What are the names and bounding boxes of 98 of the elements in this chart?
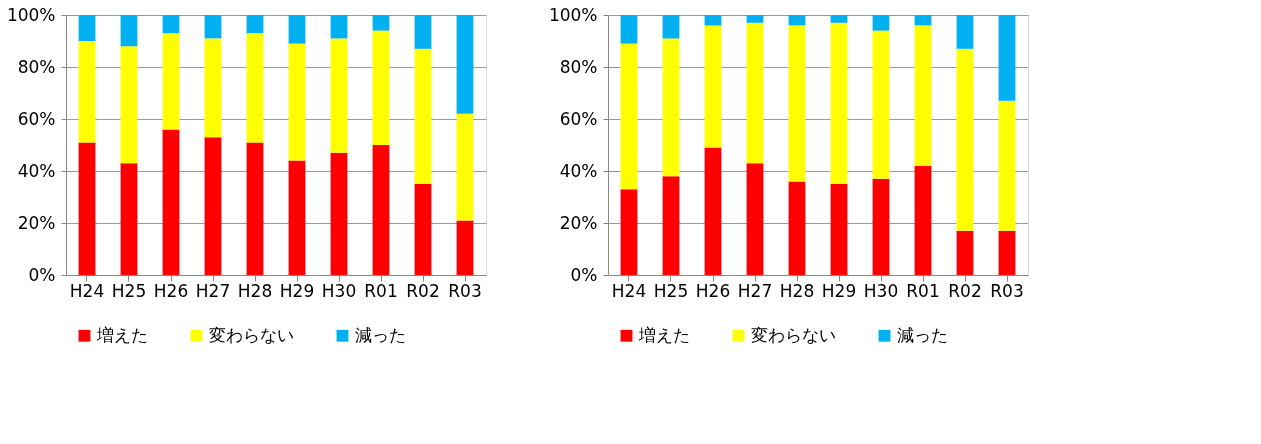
- x-tick-label: H28: [237, 280, 273, 301]
- y-tick-label: 20%: [17, 212, 56, 233]
- bar: [330, 152, 348, 275]
- bar: [704, 15, 722, 26]
- x-tick-label: H27: [195, 280, 231, 301]
- y-tick-label: 40%: [559, 160, 598, 181]
- bar: [830, 22, 848, 184]
- bar: [456, 220, 474, 275]
- x-tick-label: H25: [111, 280, 147, 301]
- bar: [414, 48, 432, 184]
- legend-label: 増えた: [638, 324, 690, 345]
- bar: [456, 113, 474, 221]
- bar: [620, 15, 638, 44]
- bar: [914, 165, 932, 275]
- bar: [78, 142, 96, 275]
- y-tick-label: 60%: [559, 108, 598, 129]
- x-tick-label: H30: [863, 280, 899, 301]
- x-tick-label: R02: [406, 280, 440, 301]
- bar: [162, 15, 180, 34]
- bar: [204, 15, 222, 39]
- bar: [330, 38, 348, 153]
- y-tick-label: 100%: [548, 4, 598, 25]
- x-tick-label: R03: [448, 280, 482, 301]
- x-tick-label: H24: [69, 280, 105, 301]
- bar: [830, 15, 848, 23]
- bar: [788, 181, 806, 275]
- bar: [162, 33, 180, 130]
- bar: [246, 15, 264, 34]
- x-tick-label: R02: [948, 280, 982, 301]
- x-tick-label: R01: [364, 280, 398, 301]
- y-tick-label: 60%: [17, 108, 56, 129]
- x-tick-label: H25: [653, 280, 689, 301]
- bar: [246, 142, 264, 275]
- bar: [830, 184, 848, 275]
- x-tick-label: H29: [821, 280, 857, 301]
- bar: [620, 189, 638, 275]
- legend-label: 減った: [897, 324, 948, 345]
- bar: [330, 15, 348, 39]
- bar: [162, 129, 180, 275]
- bar: [746, 163, 764, 275]
- y-tick-label: 80%: [559, 56, 598, 77]
- x-tick-label: H29: [279, 280, 315, 301]
- bar: [746, 15, 764, 23]
- y-tick-label: 40%: [17, 160, 56, 181]
- bar: [746, 22, 764, 164]
- x-tick-label: H24: [611, 280, 647, 301]
- bar: [372, 15, 390, 31]
- x-tick-label: H30: [321, 280, 357, 301]
- legend-label: 減った: [355, 324, 406, 345]
- bar: [372, 145, 390, 275]
- bar: [704, 25, 722, 148]
- legend-label: 増えた: [96, 324, 148, 345]
- bar: [120, 163, 138, 275]
- bar: [120, 46, 138, 164]
- x-tick-label: H27: [737, 280, 773, 301]
- bar: [246, 33, 264, 143]
- bar: [288, 15, 306, 44]
- legend-label: 変わらない: [209, 324, 294, 345]
- bar: [788, 15, 806, 26]
- bar: [662, 176, 680, 275]
- bar: [914, 15, 932, 26]
- x-tick-label: H28: [779, 280, 815, 301]
- y-tick-label: 0%: [28, 264, 56, 285]
- bar: [872, 15, 890, 31]
- bar: [288, 43, 306, 161]
- x-tick-label: H26: [153, 280, 189, 301]
- x-tick-label: H26: [695, 280, 731, 301]
- bar: [998, 230, 1016, 275]
- bar: [956, 48, 974, 231]
- bar: [78, 41, 96, 143]
- bar: [456, 15, 474, 114]
- bar: [288, 160, 306, 275]
- bar: [414, 184, 432, 275]
- bar: [414, 15, 432, 49]
- bar: [204, 38, 222, 138]
- bar: [662, 15, 680, 39]
- y-tick-label: 100%: [6, 4, 56, 25]
- bar: [956, 15, 974, 49]
- bar: [914, 25, 932, 166]
- bar: [120, 15, 138, 47]
- bar: [620, 43, 638, 190]
- bar: [204, 137, 222, 275]
- bar: [662, 38, 680, 177]
- bar: [998, 100, 1016, 231]
- x-tick-label: R01: [906, 280, 940, 301]
- bar: [998, 15, 1016, 101]
- bar: [788, 25, 806, 182]
- bar: [372, 30, 390, 145]
- legend-label: 変わらない: [751, 324, 836, 345]
- y-tick-label: 20%: [559, 212, 598, 233]
- x-tick-label: R03: [990, 280, 1024, 301]
- bar: [872, 178, 890, 275]
- bar: [78, 15, 96, 41]
- y-tick-label: 0%: [570, 264, 598, 285]
- y-tick-label: 80%: [17, 56, 56, 77]
- bar: [956, 230, 974, 275]
- bar: [704, 147, 722, 275]
- bar: [872, 30, 890, 179]
